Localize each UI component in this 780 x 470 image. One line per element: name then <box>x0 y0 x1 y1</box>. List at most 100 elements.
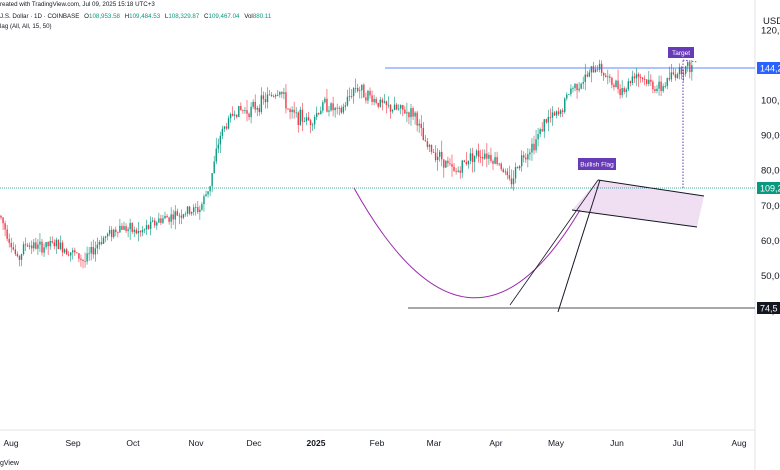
candle-body <box>170 214 172 222</box>
indicator-legend[interactable]: lag (All, All, 15, 50) <box>0 23 52 30</box>
candle-body <box>164 215 166 219</box>
candle-body <box>582 81 584 84</box>
candle-body <box>14 249 17 254</box>
candle-body <box>70 252 72 256</box>
candle-body <box>141 229 144 233</box>
candle-body <box>53 242 55 247</box>
candle-body <box>285 92 287 109</box>
candle-body <box>61 242 64 253</box>
candle-body <box>86 253 88 262</box>
candlestick-series[interactable] <box>0 59 693 269</box>
candle-body <box>531 143 533 153</box>
candle-body <box>467 160 470 165</box>
candle-body <box>641 77 644 80</box>
candle-body <box>559 110 562 114</box>
candle-body <box>125 226 127 232</box>
candle-body <box>31 245 33 249</box>
candle-body <box>326 98 328 112</box>
candle-body <box>477 150 480 157</box>
candle-body <box>572 88 574 89</box>
candle-body <box>578 88 580 91</box>
candle-body <box>664 86 666 87</box>
candle-body <box>596 69 599 71</box>
candle-body <box>385 101 388 105</box>
candle-body <box>291 109 293 113</box>
candle-body <box>615 80 617 88</box>
candle-body <box>143 229 146 231</box>
time-tick-label: Jun <box>610 438 624 448</box>
bullish-flag-label-bg[interactable] <box>578 158 616 170</box>
candle-body <box>166 215 168 218</box>
candle-body <box>369 90 371 96</box>
candle-body <box>424 140 427 142</box>
candle-body <box>545 119 547 123</box>
candle-body <box>115 229 117 233</box>
candle-body <box>2 217 4 224</box>
candle-body <box>621 88 623 96</box>
candle-body <box>672 72 675 75</box>
candle-body <box>375 98 377 103</box>
symbol-name[interactable]: J.S. Dollar · 1D · COINBASE <box>0 13 80 20</box>
time-axis-ticks[interactable]: Aug Sep Oct Nov Dec 2025 Feb Mar Apr May Jun Jul Aug <box>3 438 746 448</box>
candle-body <box>408 112 410 118</box>
breakout-trend-line[interactable] <box>509 179 599 306</box>
candle-body <box>320 110 322 115</box>
candle-body <box>186 206 189 214</box>
candle-body <box>260 95 263 113</box>
candle-body <box>100 242 103 244</box>
candle-body <box>564 98 566 112</box>
candle-body <box>613 84 615 88</box>
candle-body <box>631 76 634 84</box>
candle-body <box>457 170 459 172</box>
candle-body <box>541 129 543 132</box>
volume-value: 880.11 <box>252 13 272 20</box>
candle-body <box>344 105 347 107</box>
candle-body <box>108 229 111 234</box>
low-label: L <box>164 13 169 20</box>
candle-body <box>500 163 502 170</box>
candle-body <box>359 90 361 92</box>
candle-body <box>475 150 478 156</box>
candle-body <box>221 128 224 136</box>
candle-body <box>22 244 25 255</box>
price-axis-ticks[interactable]: 150,0140,0130,0120,0100,090,0080,0070,00… <box>761 0 780 317</box>
candle-body <box>496 157 498 164</box>
flag-upper-channel[interactable] <box>597 179 705 197</box>
target-arrow <box>682 59 698 63</box>
cup-arc-drawing[interactable] <box>353 187 581 299</box>
candle-body <box>598 63 601 70</box>
candle-body <box>45 241 47 248</box>
candle-body <box>549 116 552 118</box>
candle-body <box>313 116 316 125</box>
candle-body <box>363 84 365 98</box>
price-tick-label: 100,0 <box>761 96 780 107</box>
candle-body <box>59 242 62 250</box>
flag-lower-channel[interactable] <box>571 209 698 228</box>
bullish-flag-zone[interactable] <box>572 180 704 227</box>
candle-body <box>455 170 457 172</box>
candle-body <box>223 126 226 129</box>
target-label-bg[interactable] <box>668 47 694 58</box>
support-price-badge-text: 74,5 <box>760 304 778 314</box>
candle-body <box>195 207 197 208</box>
candle-body <box>258 107 260 113</box>
candle-body <box>78 253 80 259</box>
candle-body <box>74 250 76 253</box>
candle-body <box>377 102 379 107</box>
candle-body <box>471 153 474 163</box>
price-tick-label: 130,0 <box>761 0 780 1</box>
candle-body <box>176 211 178 216</box>
candle-body <box>84 260 86 262</box>
candle-body <box>451 164 453 167</box>
candle-body <box>340 107 342 113</box>
candle-body <box>404 109 406 114</box>
candle-body <box>266 94 269 103</box>
candle-body <box>328 110 330 112</box>
candle-body <box>395 104 398 110</box>
flag-pole-line[interactable] <box>557 179 601 313</box>
candle-body <box>566 94 568 99</box>
candle-body <box>646 79 648 84</box>
candle-body <box>92 246 94 255</box>
tradingview-logo[interactable]: gView <box>0 460 20 467</box>
